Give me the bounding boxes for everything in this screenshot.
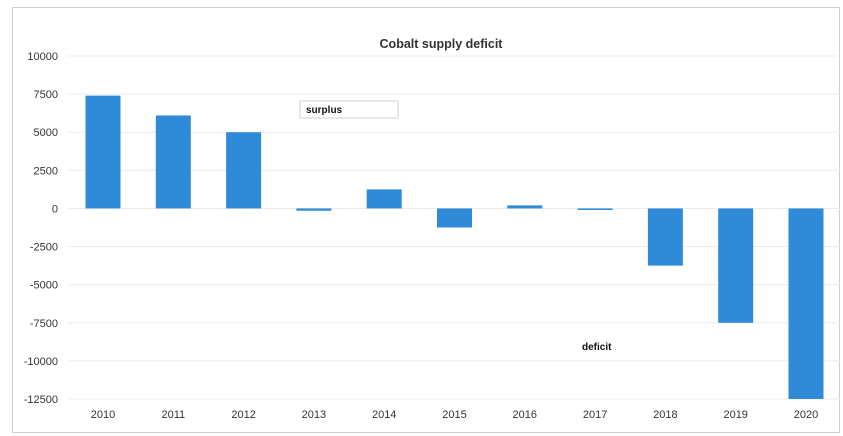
- y-tick-label: 7500: [34, 89, 58, 101]
- bar-2010: [85, 95, 121, 209]
- y-tick-label: 0: [52, 203, 58, 215]
- deficit-annotation: deficit: [582, 342, 612, 353]
- bar-2020: [788, 208, 824, 399]
- chart-frame: [12, 7, 840, 433]
- x-tick-label: 2016: [513, 409, 537, 421]
- gridlines: [68, 55, 840, 400]
- x-axis-ticks: 2010 2011 2012 2013 2014 2015 2016 2017 2018 2019…: [91, 409, 818, 421]
- x-tick-label: 2012: [231, 409, 255, 421]
- x-tick-label: 2013: [302, 409, 326, 421]
- bars: [85, 95, 824, 399]
- y-tick-label: -5000: [30, 280, 58, 292]
- x-tick-label: 2015: [442, 409, 466, 421]
- y-tick-label: -2500: [30, 242, 58, 254]
- bar-2011: [155, 115, 191, 209]
- bar-2016: [507, 205, 543, 209]
- bar-2017: [577, 208, 613, 210]
- bar-2013: [296, 208, 332, 211]
- y-tick-label: -7500: [30, 318, 58, 330]
- bar-2019: [718, 208, 754, 323]
- y-tick-label: -10000: [24, 356, 58, 368]
- y-tick-label: 2500: [34, 165, 58, 177]
- x-tick-label: 2014: [372, 409, 396, 421]
- x-tick-label: 2020: [794, 409, 818, 421]
- bar-2012: [226, 132, 262, 209]
- chart-title: Cobalt supply deficit: [380, 37, 504, 51]
- x-tick-label: 2018: [653, 409, 677, 421]
- y-tick-label: -12500: [24, 394, 58, 406]
- y-tick-label: 5000: [34, 127, 58, 139]
- x-tick-label: 2011: [161, 409, 185, 421]
- bar-2015: [437, 208, 472, 228]
- surplus-annotation: surplus: [306, 105, 343, 116]
- bar-2014: [366, 189, 402, 209]
- y-tick-label: 10000: [27, 51, 58, 63]
- x-tick-label: 2017: [583, 409, 607, 421]
- surplus-annotation-box: [299, 100, 399, 119]
- y-axis-ticks: 10000 7500 5000 2500 0 -2500 -5000 -7500 -10000 -…: [24, 51, 58, 406]
- bar-2018: [647, 208, 683, 266]
- x-tick-label: 2019: [723, 409, 747, 421]
- x-tick-label: 2010: [91, 409, 115, 421]
